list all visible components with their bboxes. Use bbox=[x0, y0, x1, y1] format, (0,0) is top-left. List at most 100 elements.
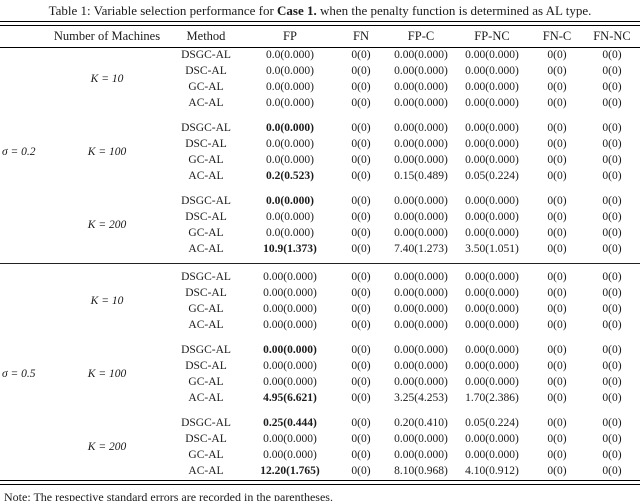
cell-fn: 0(0) bbox=[351, 121, 371, 134]
spacer-cell bbox=[334, 334, 388, 343]
cell-fn-nc: 0(0) bbox=[602, 416, 622, 429]
machines-label: K = 10 bbox=[90, 73, 124, 85]
cell-fn-c: 0(0) bbox=[547, 448, 567, 461]
cell-fp-c: 0.00(0.000) bbox=[394, 448, 448, 461]
cell-fp-nc: 0.00(0.000) bbox=[465, 432, 519, 445]
cell-fp-c: 0.00(0.000) bbox=[394, 210, 448, 223]
spacer-cell bbox=[334, 407, 388, 416]
cell-fn-nc: 0(0) bbox=[602, 64, 622, 77]
cell-method: DSGC-AL bbox=[181, 343, 231, 356]
cell-fn-c: 0(0) bbox=[547, 270, 567, 283]
column-header: FN-C bbox=[530, 26, 584, 48]
cell-fp-c: 0.00(0.000) bbox=[394, 96, 448, 109]
machines-label: K = 100 bbox=[87, 145, 127, 158]
machines-label: K = 100 bbox=[87, 367, 127, 380]
cell-method: AC-AL bbox=[188, 242, 224, 255]
cell-fp: 0.0(0.000) bbox=[266, 96, 314, 109]
spacer-row bbox=[0, 334, 640, 343]
table-row: DSC-AL 0.0(0.000) 0(0) 0.00(0.000) 0.00(0.00… bbox=[0, 137, 640, 153]
cell-method: GC-AL bbox=[188, 375, 224, 388]
table-row: K = 200 DSGC-AL 0.25(0.444) 0(0) 0.20(0.410)… bbox=[0, 416, 640, 453]
cell-fp-nc: 0.00(0.000) bbox=[465, 270, 519, 283]
header-row: Number of Machines Method FP FN FP-C FP-NC FN-… bbox=[0, 26, 640, 48]
section-divider-row bbox=[0, 258, 640, 270]
cell-fn-c: 0(0) bbox=[547, 80, 567, 93]
cell-fp-nc: 0.00(0.000) bbox=[465, 64, 519, 77]
cell-fn-c: 0(0) bbox=[547, 64, 567, 77]
cell-fp-c: 0.00(0.000) bbox=[394, 286, 448, 299]
cell-fp-nc: 0.00(0.000) bbox=[465, 121, 519, 134]
spacer-cell bbox=[166, 112, 246, 121]
cell-method: AC-AL bbox=[188, 464, 224, 477]
cell-fn-c: 0(0) bbox=[547, 194, 567, 207]
cell-fp-nc: 0.00(0.000) bbox=[465, 153, 519, 166]
spacer-cell bbox=[530, 334, 584, 343]
cell-fn: 0(0) bbox=[351, 359, 371, 372]
table-caption: Table 1: Variable selection performance … bbox=[0, 0, 640, 21]
cell-fp: 0.25(0.444) bbox=[263, 416, 317, 429]
spacer-cell bbox=[388, 185, 454, 194]
cell-fn: 0(0) bbox=[351, 194, 371, 207]
table-row: DSC-AL 0.0(0.000) 0(0) 0.00(0.000) 0.00(0.00… bbox=[0, 64, 640, 80]
cell-fn: 0(0) bbox=[351, 49, 371, 61]
cell-fp-c: 8.10(0.968) bbox=[394, 464, 448, 477]
cell-fn-nc: 0(0) bbox=[602, 226, 622, 239]
cell-method: DSC-AL bbox=[185, 64, 227, 77]
cell-fn-c: 0(0) bbox=[547, 302, 567, 315]
cell-fn-c: 0(0) bbox=[547, 432, 567, 445]
cell-fp-c: 0.00(0.000) bbox=[394, 49, 448, 61]
cell-fp: 0.0(0.000) bbox=[266, 121, 314, 134]
cell-fp-c: 0.20(0.410) bbox=[394, 416, 448, 429]
cell-fp: 0.2(0.523) bbox=[266, 169, 314, 182]
cell-fp-nc: 0.00(0.000) bbox=[465, 343, 519, 356]
table-row: GC-AL 0.0(0.000) 0(0) 0.00(0.000) 0.00(0.000… bbox=[0, 80, 640, 96]
spacer-cell bbox=[454, 334, 530, 343]
cell-method: AC-AL bbox=[188, 169, 224, 182]
table-row: AC-AL 0.00(0.000) 0(0) 0.00(0.000) 0.00(0.00… bbox=[0, 318, 640, 334]
cell-fp: 0.0(0.000) bbox=[266, 194, 314, 207]
cell-fn-nc: 0(0) bbox=[602, 375, 622, 388]
cell-fn-nc: 0(0) bbox=[602, 49, 622, 61]
table-row: K = 200 DSGC-AL 0.0(0.000) 0(0) 0.00(0.000) 0… bbox=[0, 194, 640, 231]
cell-fn: 0(0) bbox=[351, 80, 371, 93]
cell-fn-nc: 0(0) bbox=[602, 448, 622, 461]
cell-fp-nc: 4.10(0.912) bbox=[465, 464, 519, 477]
spacer-cell bbox=[454, 112, 530, 121]
cell-fp-c: 0.00(0.000) bbox=[394, 121, 448, 134]
cell-fn-nc: 0(0) bbox=[602, 270, 622, 283]
spacer-cell bbox=[246, 407, 334, 416]
cell-fn: 0(0) bbox=[351, 416, 371, 429]
cell-fp-c: 0.00(0.000) bbox=[394, 318, 448, 331]
cell-fn-nc: 0(0) bbox=[602, 286, 622, 299]
top-double-rule bbox=[0, 21, 640, 26]
cell-fp-c: 0.00(0.000) bbox=[394, 375, 448, 388]
cell-fn-nc: 0(0) bbox=[602, 464, 622, 477]
cell-method: AC-AL bbox=[188, 391, 224, 404]
spacer-cell bbox=[246, 185, 334, 194]
cell-fp: 0.00(0.000) bbox=[263, 270, 317, 283]
cell-fp-c: 0.15(0.489) bbox=[394, 169, 448, 182]
cell-fp: 10.9(1.373) bbox=[263, 242, 317, 255]
cell-fp-c: 3.25(4.253) bbox=[394, 391, 448, 404]
column-header: FN-NC bbox=[584, 26, 640, 48]
spacer-cell bbox=[334, 185, 388, 194]
cell-method: DSC-AL bbox=[185, 210, 227, 223]
cell-fn-nc: 0(0) bbox=[602, 96, 622, 109]
column-header: Method bbox=[166, 26, 246, 48]
cell-fp-c: 0.00(0.000) bbox=[394, 194, 448, 207]
spacer-cell bbox=[584, 112, 640, 121]
cell-fp-c: 0.00(0.000) bbox=[394, 153, 448, 166]
spacer-cell bbox=[246, 112, 334, 121]
table-row: K = 100 DSGC-AL 0.00(0.000) 0(0) 0.00(0.000)… bbox=[0, 343, 640, 380]
spacer-cell bbox=[584, 334, 640, 343]
table-row: AC-AL 0.0(0.000) 0(0) 0.00(0.000) 0.00(0.000… bbox=[0, 96, 640, 112]
cell-fn-nc: 0(0) bbox=[602, 343, 622, 356]
cell-fn: 0(0) bbox=[351, 210, 371, 223]
spacer-cell bbox=[454, 407, 530, 416]
bottom-double-rule bbox=[0, 479, 640, 485]
cell-fp: 0.0(0.000) bbox=[266, 210, 314, 223]
spacer-cell bbox=[48, 334, 166, 343]
cell-fp-nc: 3.50(1.051) bbox=[465, 242, 519, 255]
table-row: GC-AL 0.0(0.000) 0(0) 0.00(0.000) 0.00(0.000… bbox=[0, 153, 640, 169]
cell-fp: 0.0(0.000) bbox=[266, 80, 314, 93]
